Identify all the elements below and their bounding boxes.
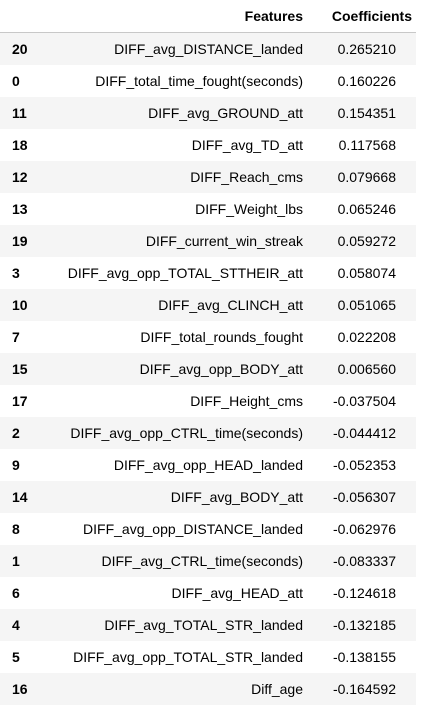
coefficient-cell: -0.037504 [332, 393, 396, 409]
row-index: 9 [12, 457, 20, 473]
table-row: 20 DIFF_avg_DISTANCE_landed 0.265210 [0, 32, 416, 65]
table-row: 7 DIFF_total_rounds_fought 0.022208 [0, 321, 416, 353]
table-row: 11 DIFF_avg_GROUND_att 0.154351 [0, 97, 416, 129]
coefficient-cell: 0.059272 [337, 233, 396, 249]
coefficient-cell: -0.138155 [332, 649, 396, 665]
row-index: 13 [12, 201, 28, 217]
table-row: 1 DIFF_avg_CTRL_time(seconds) -0.083337 [0, 545, 416, 577]
table-body: 20 DIFF_avg_DISTANCE_landed 0.265210 0 DIFF_… [0, 32, 416, 705]
coefficient-cell: 0.160226 [337, 73, 396, 89]
coefficient-cell: -0.056307 [332, 489, 396, 505]
feature-cell: DIFF_avg_TD_att [191, 137, 303, 153]
feature-cell: DIFF_Reach_cms [190, 169, 303, 185]
feature-cell: DIFF_total_time_fought(seconds) [95, 73, 303, 89]
dataframe-table: Features Coefficients 20 DIFF_avg_DISTANC… [0, 0, 416, 705]
feature-cell: DIFF_Weight_lbs [195, 201, 303, 217]
header-row: Features Coefficients [0, 0, 416, 33]
row-index: 11 [12, 105, 27, 121]
table-row: 2 DIFF_avg_opp_CTRL_time(seconds) -0.04441… [0, 417, 416, 449]
table-row: 5 DIFF_avg_opp_TOTAL_STR_landed -0.138155 [0, 641, 416, 673]
row-index: 12 [12, 169, 28, 185]
row-index: 3 [12, 265, 20, 281]
row-index: 19 [12, 233, 28, 249]
feature-cell: DIFF_avg_opp_TOTAL_STR_landed [73, 649, 303, 665]
row-index: 8 [12, 521, 20, 537]
table-row: 9 DIFF_avg_opp_HEAD_landed -0.052353 [0, 449, 416, 481]
feature-cell: Diff_age [251, 681, 303, 697]
feature-cell: DIFF_avg_opp_DISTANCE_landed [83, 521, 303, 537]
table-row: 13 DIFF_Weight_lbs 0.065246 [0, 193, 416, 225]
row-index: 18 [12, 137, 28, 153]
row-index: 16 [12, 681, 28, 697]
coefficient-cell: 0.058074 [337, 265, 396, 281]
coefficient-cell: 0.265210 [337, 41, 396, 57]
row-index: 20 [12, 41, 28, 57]
feature-cell: DIFF_avg_opp_BODY_att [139, 361, 303, 377]
coefficients-column-header: Coefficients [311, 0, 416, 33]
feature-cell: DIFF_current_win_streak [145, 233, 303, 249]
coefficient-cell: -0.052353 [332, 457, 396, 473]
table-row: 4 DIFF_avg_TOTAL_STR_landed -0.132185 [0, 609, 416, 641]
coefficient-cell: 0.006560 [337, 361, 396, 377]
feature-cell: DIFF_Height_cms [190, 393, 303, 409]
index-column-header [0, 0, 42, 33]
feature-cell: DIFF_avg_opp_HEAD_landed [113, 457, 303, 473]
feature-cell: DIFF_avg_HEAD_att [171, 585, 304, 601]
coefficient-cell: -0.083337 [332, 553, 396, 569]
table-row: 14 DIFF_avg_BODY_att -0.056307 [0, 481, 416, 513]
feature-cell: DIFF_avg_opp_TOTAL_STTHEIR_att [67, 265, 303, 281]
row-index: 5 [12, 649, 20, 665]
row-index: 6 [12, 585, 20, 601]
table-header: Features Coefficients [0, 0, 416, 33]
coefficient-cell: -0.044412 [332, 425, 396, 441]
row-index: 2 [12, 425, 20, 441]
coefficient-cell: 0.051065 [337, 297, 396, 313]
row-index: 1 [12, 553, 20, 569]
table-row: 17 DIFF_Height_cms -0.037504 [0, 385, 416, 417]
table-row: 8 DIFF_avg_opp_DISTANCE_landed -0.062976 [0, 513, 416, 545]
coefficient-cell: 0.022208 [337, 329, 396, 345]
coefficient-cell: 0.154351 [337, 105, 396, 121]
feature-cell: DIFF_avg_TOTAL_STR_landed [104, 617, 303, 633]
row-index: 7 [12, 329, 20, 345]
row-index: 4 [12, 617, 20, 633]
table-row: 18 DIFF_avg_TD_att 0.117568 [0, 129, 416, 161]
coefficient-cell: -0.132185 [332, 617, 396, 633]
row-index: 10 [12, 297, 28, 313]
row-index: 17 [12, 393, 28, 409]
row-index: 15 [12, 361, 28, 377]
feature-cell: DIFF_avg_CLINCH_att [158, 297, 303, 313]
feature-cell: DIFF_avg_GROUND_att [148, 105, 303, 121]
coefficient-cell: 0.079668 [337, 169, 396, 185]
feature-cell: DIFF_avg_BODY_att [170, 489, 303, 505]
feature-cell: DIFF_avg_opp_CTRL_time(seconds) [70, 425, 303, 441]
table-row: 19 DIFF_current_win_streak 0.059272 [0, 225, 416, 257]
table-row: 6 DIFF_avg_HEAD_att -0.124618 [0, 577, 416, 609]
feature-cell: DIFF_avg_DISTANCE_landed [114, 41, 303, 57]
table-row: 3 DIFF_avg_opp_TOTAL_STTHEIR_att 0.058074 [0, 257, 416, 289]
coefficient-cell: 0.117568 [338, 137, 396, 153]
coefficient-cell: -0.164592 [332, 681, 396, 697]
coefficient-cell: -0.124618 [332, 585, 396, 601]
table-row: 16 Diff_age -0.164592 [0, 673, 416, 705]
table-row: 15 DIFF_avg_opp_BODY_att 0.006560 [0, 353, 416, 385]
row-index: 0 [12, 73, 20, 89]
table-row: 0 DIFF_total_time_fought(seconds) 0.160226 [0, 65, 416, 97]
coefficient-cell: 0.065246 [337, 201, 396, 217]
coefficient-cell: -0.062976 [332, 521, 396, 537]
features-column-header: Features [42, 0, 311, 33]
feature-cell: DIFF_total_rounds_fought [140, 329, 303, 345]
feature-cell: DIFF_avg_CTRL_time(seconds) [101, 553, 303, 569]
row-index: 14 [12, 489, 28, 505]
table-row: 10 DIFF_avg_CLINCH_att 0.051065 [0, 289, 416, 321]
table-row: 12 DIFF_Reach_cms 0.079668 [0, 161, 416, 193]
